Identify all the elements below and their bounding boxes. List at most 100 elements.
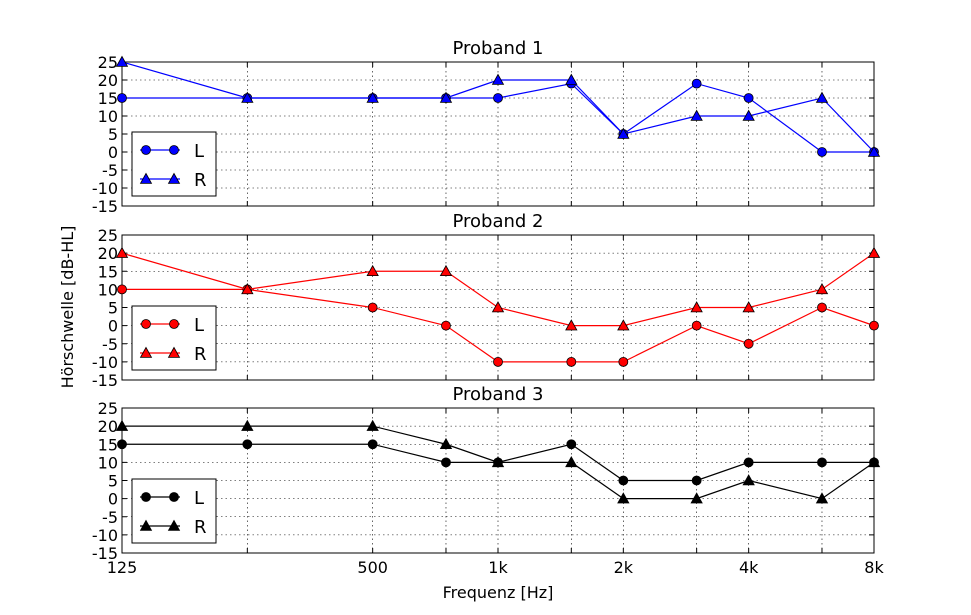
- data-point: [115, 246, 129, 258]
- legend-marker: [167, 519, 181, 531]
- data-point: [617, 492, 630, 504]
- x-tick-label: 125: [107, 558, 138, 577]
- legend-marker: [139, 519, 153, 531]
- legend-box: [131, 305, 217, 371]
- legend-marker: [141, 145, 151, 155]
- data-point: [618, 356, 629, 367]
- y-tick-label: 25: [98, 399, 118, 418]
- y-tick-label: 15: [98, 435, 118, 454]
- y-tick-label: -10: [92, 353, 118, 372]
- y-tick-label: 10: [98, 453, 118, 472]
- data-point: [691, 475, 702, 486]
- data-point: [366, 264, 379, 277]
- data-point: [815, 283, 829, 295]
- y-tick-label: 0: [108, 317, 118, 336]
- series-R: [115, 246, 881, 331]
- data-point: [742, 301, 755, 313]
- panel-title: Proband 3: [452, 384, 543, 405]
- data-point: [367, 439, 378, 450]
- data-point: [690, 301, 703, 313]
- y-tick-label: 10: [98, 280, 118, 299]
- data-point: [743, 93, 754, 103]
- legend-label: L: [194, 315, 204, 336]
- legend-marker: [141, 492, 151, 502]
- data-point: [817, 147, 827, 157]
- data-point: [241, 419, 254, 431]
- data-point: [566, 356, 577, 367]
- y-tick-label: 5: [108, 472, 118, 491]
- data-point: [117, 93, 127, 103]
- data-point: [115, 55, 129, 67]
- data-point: [441, 457, 451, 468]
- legend: LR: [131, 478, 217, 544]
- data-point: [742, 109, 755, 121]
- y-tick-label: 15: [98, 89, 118, 108]
- data-point: [565, 319, 578, 331]
- data-point: [117, 284, 127, 295]
- panel-title: Proband 2: [452, 211, 543, 232]
- data-point: [491, 301, 505, 313]
- data-point: [493, 356, 503, 367]
- data-point: [742, 474, 755, 486]
- data-point: [115, 419, 129, 431]
- y-tick-label: 5: [108, 299, 118, 318]
- series-L: [117, 284, 879, 367]
- data-point: [869, 320, 879, 331]
- y-tick-label: -5: [102, 335, 118, 354]
- data-point: [366, 419, 379, 431]
- data-point: [743, 338, 754, 349]
- data-point: [441, 320, 451, 331]
- data-point: [815, 492, 829, 504]
- data-point: [439, 437, 453, 450]
- y-tick-label: 25: [98, 53, 118, 72]
- data-point: [867, 145, 881, 157]
- legend-marker: [169, 492, 179, 502]
- legend-label: R: [194, 517, 207, 538]
- y-tick-label: 10: [98, 107, 118, 126]
- data-point: [867, 246, 881, 258]
- data-point: [815, 91, 829, 103]
- series-L: [117, 78, 879, 157]
- y-tick-label: 5: [108, 125, 118, 144]
- legend-marker: [139, 346, 153, 358]
- data-point: [491, 73, 505, 85]
- data-point: [242, 439, 253, 450]
- data-point: [493, 93, 503, 103]
- data-point: [491, 456, 505, 468]
- x-tick-label: 4k: [739, 558, 759, 577]
- y-tick-label: -5: [102, 161, 118, 180]
- data-point: [439, 264, 453, 277]
- legend-label: L: [194, 141, 204, 162]
- y-tick-label: 15: [98, 262, 118, 281]
- y-tick-label: -10: [92, 526, 118, 545]
- data-point: [817, 302, 827, 313]
- series-R: [115, 55, 881, 157]
- legend-marker: [169, 319, 179, 329]
- y-axis-label: Hörschwelle [dB-HL]: [58, 226, 77, 389]
- legend-label: R: [194, 344, 207, 365]
- legend-label: L: [194, 488, 204, 509]
- y-tick-label: 20: [98, 417, 118, 436]
- legend-box: [131, 478, 217, 544]
- data-point: [691, 78, 702, 89]
- data-point: [565, 73, 578, 85]
- legend: LR: [131, 131, 217, 197]
- legend-marker: [169, 145, 179, 155]
- data-point: [743, 457, 754, 468]
- data-point: [690, 492, 703, 504]
- data-point: [690, 109, 703, 121]
- legend-marker: [141, 319, 151, 329]
- y-tick-label: 0: [108, 490, 118, 509]
- legend-box: [131, 131, 217, 197]
- data-point: [117, 439, 127, 450]
- data-point: [366, 91, 379, 103]
- data-point: [817, 457, 827, 468]
- x-axis-label: Frequenz [Hz]: [443, 583, 554, 602]
- legend: LR: [131, 305, 217, 371]
- y-tick-label: -15: [92, 544, 118, 563]
- legend-label: R: [194, 170, 207, 191]
